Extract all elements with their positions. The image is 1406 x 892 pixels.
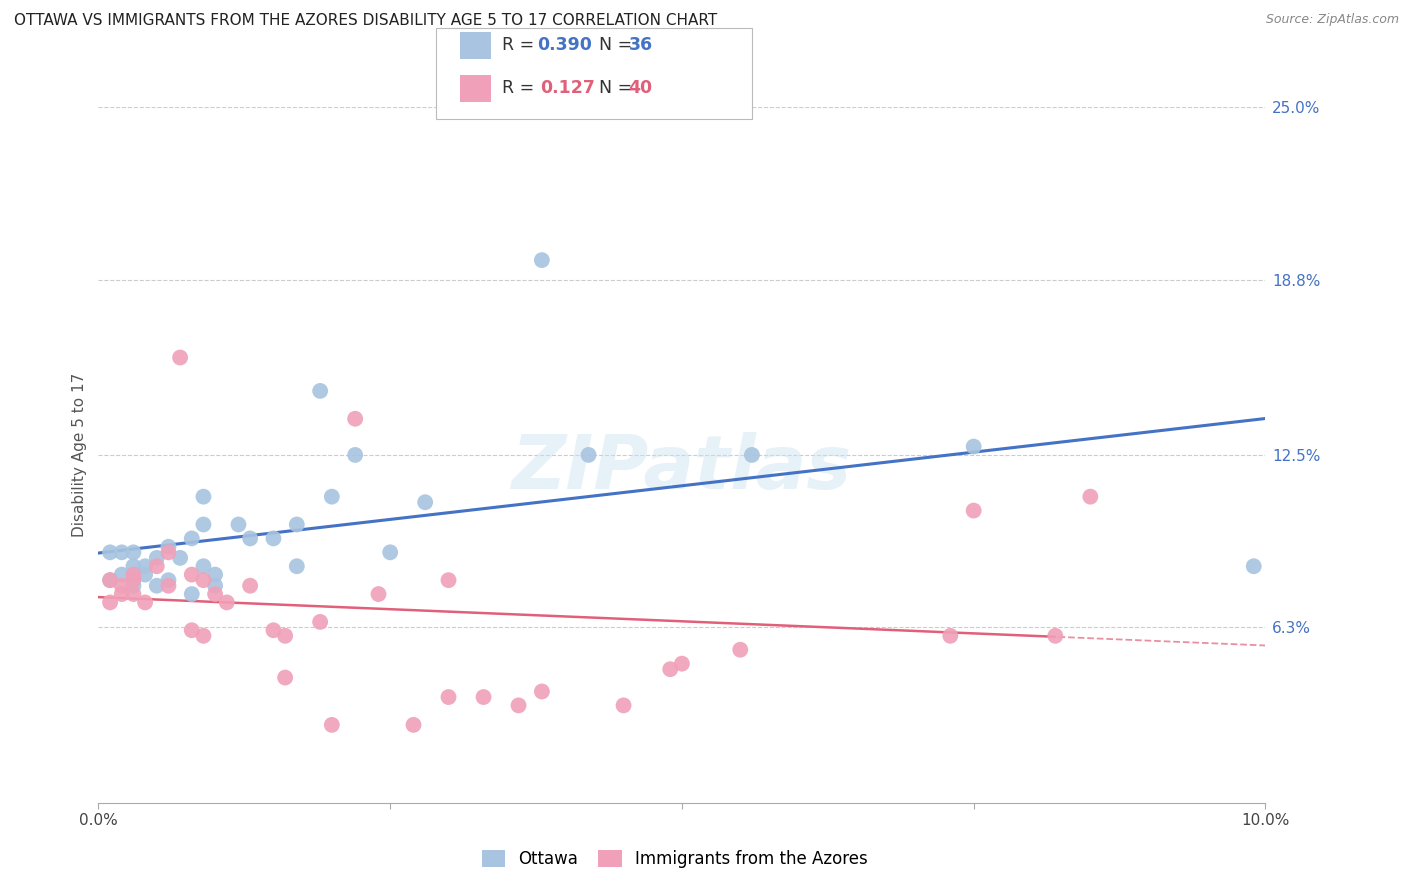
Legend: Ottawa, Immigrants from the Azores: Ottawa, Immigrants from the Azores bbox=[475, 843, 875, 875]
Text: 36: 36 bbox=[628, 37, 652, 54]
Point bbox=[180, 587, 202, 601]
Text: 0.390: 0.390 bbox=[537, 37, 592, 54]
Point bbox=[180, 567, 202, 582]
Point bbox=[378, 545, 402, 559]
Point bbox=[146, 579, 169, 593]
Point bbox=[157, 540, 180, 554]
Point bbox=[193, 517, 215, 532]
Point bbox=[413, 495, 436, 509]
Point bbox=[285, 559, 308, 574]
Point bbox=[122, 587, 145, 601]
Point bbox=[228, 517, 250, 532]
Text: OTTAWA VS IMMIGRANTS FROM THE AZORES DISABILITY AGE 5 TO 17 CORRELATION CHART: OTTAWA VS IMMIGRANTS FROM THE AZORES DIS… bbox=[14, 13, 717, 29]
Point bbox=[1243, 559, 1265, 574]
Point bbox=[157, 573, 180, 587]
Point bbox=[508, 698, 530, 713]
Point bbox=[122, 579, 145, 593]
Point bbox=[111, 587, 134, 601]
Text: 0.127: 0.127 bbox=[540, 79, 595, 97]
Point bbox=[204, 579, 226, 593]
Point bbox=[122, 545, 145, 559]
Point bbox=[274, 671, 297, 685]
Point bbox=[111, 579, 134, 593]
Point bbox=[98, 595, 121, 609]
Point bbox=[204, 567, 226, 582]
Point bbox=[437, 690, 460, 704]
Point bbox=[204, 587, 226, 601]
Y-axis label: Disability Age 5 to 17: Disability Age 5 to 17 bbox=[72, 373, 87, 537]
Point bbox=[134, 559, 156, 574]
Point bbox=[98, 545, 121, 559]
Point bbox=[472, 690, 495, 704]
Point bbox=[962, 440, 984, 454]
Point bbox=[122, 573, 145, 587]
Text: ZIPatlas: ZIPatlas bbox=[512, 433, 852, 506]
Point bbox=[157, 545, 180, 559]
Point bbox=[402, 718, 425, 732]
Point bbox=[612, 698, 634, 713]
Point bbox=[741, 448, 763, 462]
Point bbox=[262, 532, 284, 546]
Text: R =: R = bbox=[502, 79, 546, 97]
Point bbox=[134, 567, 156, 582]
Point bbox=[98, 573, 121, 587]
Text: N =: N = bbox=[588, 79, 637, 97]
Point bbox=[169, 550, 191, 565]
Point bbox=[321, 490, 343, 504]
Point bbox=[180, 624, 202, 638]
Point bbox=[367, 587, 389, 601]
Point bbox=[193, 573, 215, 587]
Point bbox=[728, 642, 751, 657]
Text: 40: 40 bbox=[628, 79, 652, 97]
Point bbox=[157, 579, 180, 593]
Point bbox=[274, 629, 297, 643]
Point bbox=[309, 615, 332, 629]
Point bbox=[215, 595, 238, 609]
Point bbox=[122, 559, 145, 574]
Point bbox=[659, 662, 682, 676]
Point bbox=[578, 448, 600, 462]
Point bbox=[530, 253, 553, 268]
Text: Source: ZipAtlas.com: Source: ZipAtlas.com bbox=[1265, 13, 1399, 27]
Point bbox=[193, 490, 215, 504]
Point bbox=[285, 517, 308, 532]
Point bbox=[530, 684, 553, 698]
Point bbox=[122, 567, 145, 582]
Point bbox=[134, 595, 156, 609]
Point bbox=[344, 411, 367, 425]
Point bbox=[180, 532, 202, 546]
Point bbox=[146, 550, 169, 565]
Point bbox=[437, 573, 460, 587]
Point bbox=[146, 559, 169, 574]
Point bbox=[169, 351, 191, 365]
Point bbox=[98, 573, 121, 587]
Point bbox=[939, 629, 962, 643]
Point bbox=[193, 629, 215, 643]
Point bbox=[671, 657, 693, 671]
Point bbox=[239, 532, 262, 546]
Point bbox=[344, 448, 367, 462]
Text: N =: N = bbox=[588, 37, 637, 54]
Point bbox=[111, 545, 134, 559]
Text: R =: R = bbox=[502, 37, 540, 54]
Point bbox=[1045, 629, 1067, 643]
Point bbox=[1080, 490, 1102, 504]
Point bbox=[193, 559, 215, 574]
Point bbox=[111, 567, 134, 582]
Point bbox=[309, 384, 332, 398]
Point bbox=[239, 579, 262, 593]
Point bbox=[962, 503, 984, 517]
Point bbox=[321, 718, 343, 732]
Point bbox=[262, 624, 284, 638]
